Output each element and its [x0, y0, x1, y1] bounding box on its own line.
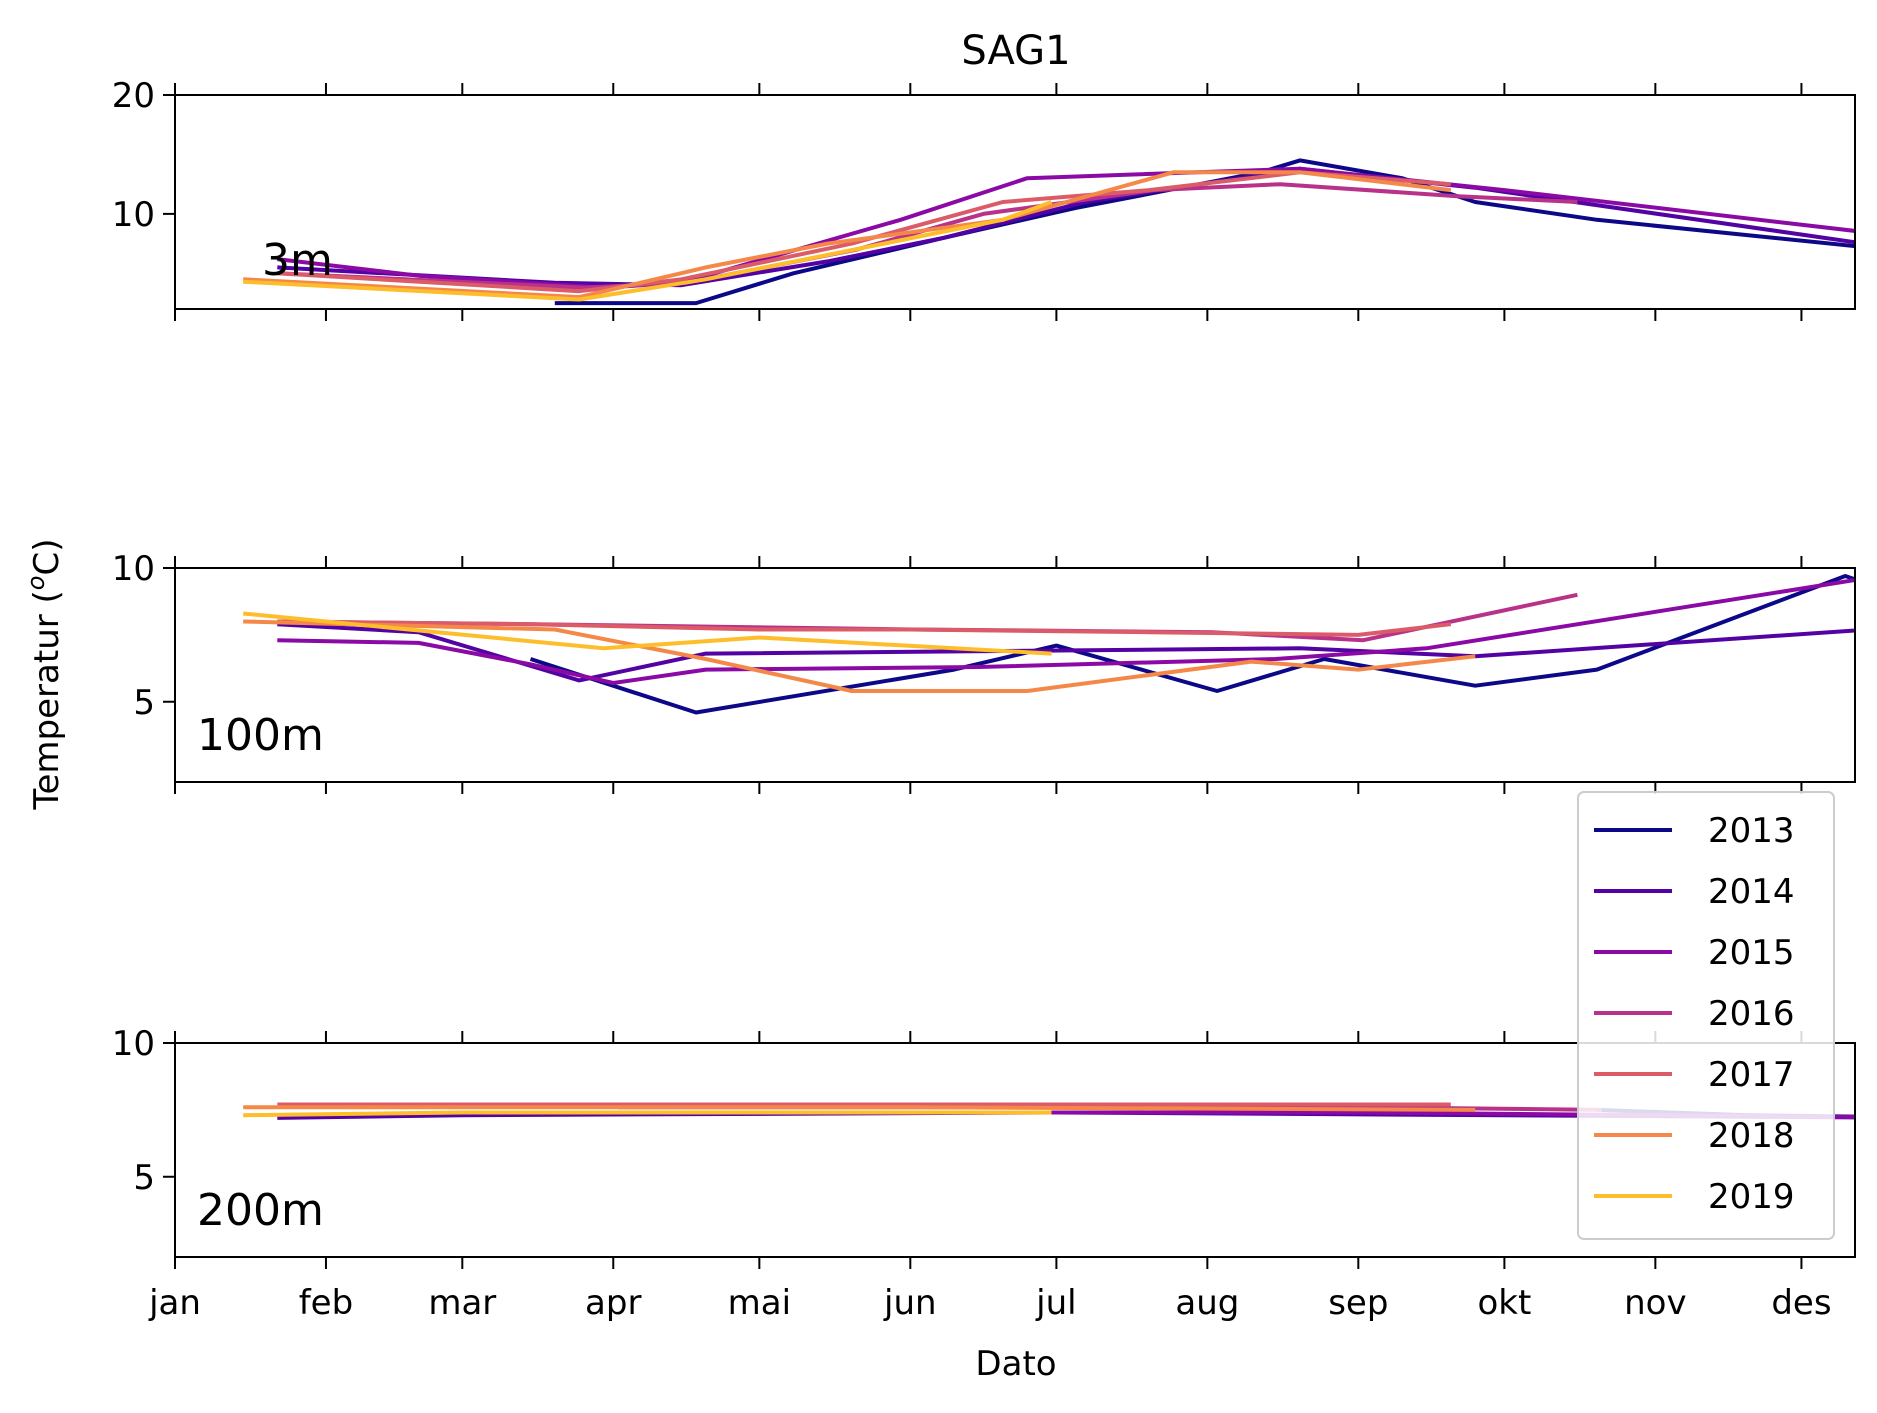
x-tick-label-jul: jul: [1035, 1283, 1076, 1323]
x-tick-label-sep: sep: [1328, 1283, 1388, 1323]
legend-label-2019: 2019: [1708, 1177, 1795, 1217]
series-line-2018: [243, 1107, 1475, 1110]
x-tick-label-jun: jun: [883, 1283, 937, 1323]
legend-label-2013: 2013: [1708, 811, 1795, 851]
panel-3m: 10 20 3m: [112, 76, 1877, 321]
depth-label-200m: 200m: [197, 1185, 324, 1236]
chart-title: SAG1: [961, 28, 1070, 74]
y-tick-label-10: 10: [112, 195, 155, 235]
legend-label-2015: 2015: [1708, 933, 1795, 973]
series-line-2014: [277, 169, 1877, 286]
y-tick-label-20: 20: [112, 76, 155, 116]
y-tick-label-10: 10: [112, 1024, 155, 1064]
x-tick-label-mar: mar: [428, 1283, 496, 1323]
x-tick-label-des: des: [1771, 1283, 1831, 1323]
x-axis-label: Dato: [975, 1344, 1056, 1384]
y-tick-label-5: 5: [133, 683, 155, 723]
depth-label-3m: 3m: [262, 235, 333, 286]
x-tick-label-okt: okt: [1477, 1283, 1531, 1323]
chart-legend: 2013 2014 2015 2016 2017 2018 2019: [1578, 792, 1834, 1239]
panel-100m: 5 10 100m: [112, 549, 1877, 794]
x-tick-label-nov: nov: [1624, 1283, 1686, 1323]
legend-label-2016: 2016: [1708, 994, 1795, 1034]
depth-label-100m: 100m: [197, 710, 324, 761]
panel-series-group: [243, 160, 1877, 303]
y-tick-label-5: 5: [133, 1158, 155, 1198]
x-tick-label-aug: aug: [1175, 1283, 1239, 1323]
legend-label-2018: 2018: [1708, 1116, 1795, 1156]
x-tick-label-feb: feb: [299, 1283, 353, 1323]
legend-label-2017: 2017: [1708, 1055, 1795, 1095]
y-axis-label: Temperatur (oC): [22, 539, 67, 811]
panel-frame: [175, 568, 1855, 782]
legend-box: [1578, 792, 1834, 1239]
x-tick-label-mai: mai: [728, 1283, 791, 1323]
legend-label-2014: 2014: [1708, 872, 1795, 912]
panel-series-group: [243, 565, 1877, 712]
y-tick-label-10: 10: [112, 549, 155, 589]
x-tick-label-apr: apr: [585, 1283, 641, 1323]
series-line-2015: [277, 169, 1877, 288]
x-tick-label-jan: jan: [148, 1283, 201, 1323]
